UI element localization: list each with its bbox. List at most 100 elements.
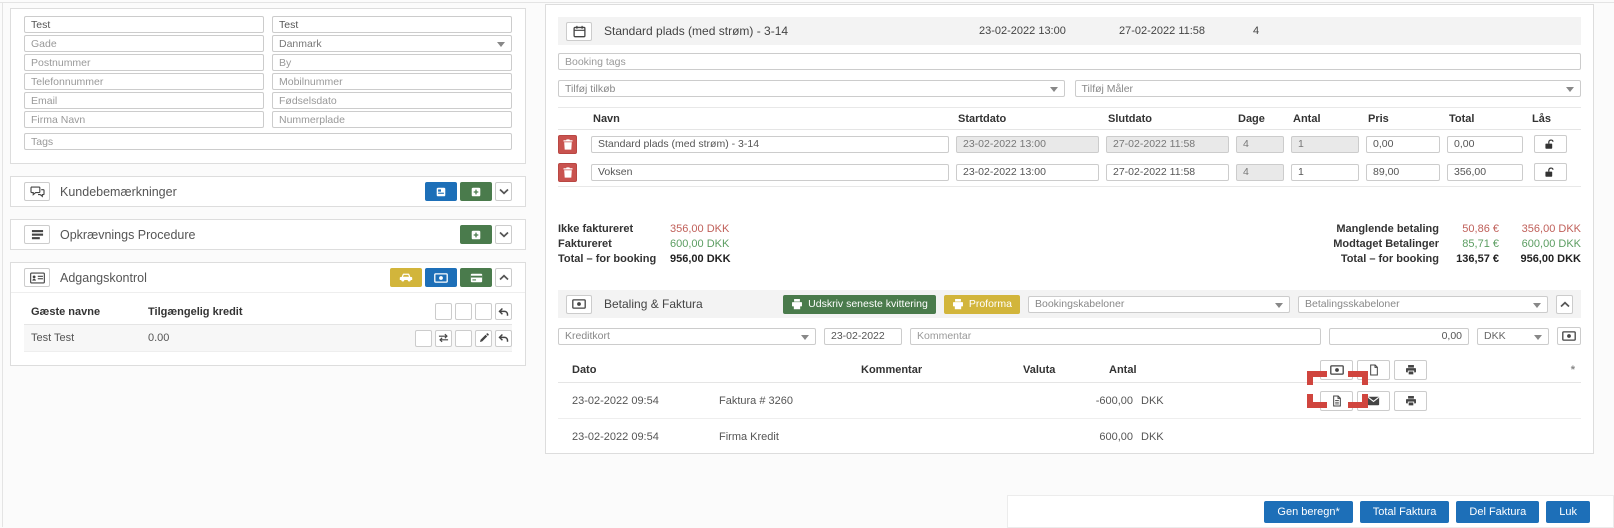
totals-label: Total – for booking [1340, 252, 1439, 265]
payment-comment-field[interactable] [910, 327, 1321, 345]
booking-tags-field[interactable] [558, 53, 1581, 70]
calendar-button[interactable] [566, 21, 592, 41]
close-button[interactable]: Luk [1546, 500, 1590, 523]
payments-money-button[interactable] [1320, 359, 1353, 380]
item-days-field[interactable] [1236, 163, 1284, 181]
guest-undo-button[interactable] [495, 329, 512, 347]
payment-date-field[interactable] [824, 327, 902, 345]
mobile-field[interactable] [272, 73, 512, 90]
trash-icon [563, 138, 573, 150]
item-qty-field[interactable] [1291, 135, 1359, 153]
register-payment-button[interactable] [1557, 327, 1581, 345]
access-collapse-button[interactable] [495, 268, 512, 287]
proforma-button[interactable]: Proforma [943, 294, 1020, 314]
footer-action-bar: Gen beregn* Total Faktura Del Faktura Lu… [1007, 495, 1614, 528]
phone-field[interactable] [24, 73, 264, 90]
money-icon [1562, 331, 1576, 341]
id-card-icon [24, 268, 50, 287]
access-undo-button[interactable] [495, 303, 512, 320]
booking-templates-select[interactable]: Bookingskabeloner [1028, 295, 1290, 313]
print-latest-receipt-button[interactable]: Udskriv seneste kvittering [783, 294, 936, 314]
invoice-pdf-button[interactable] [1320, 390, 1353, 411]
street-field[interactable] [24, 35, 264, 52]
car-icon [399, 272, 413, 283]
comments-collapse-button[interactable] [495, 182, 512, 201]
caret-down-icon [1533, 302, 1541, 308]
credit-access-button[interactable] [425, 268, 457, 287]
item-end-field[interactable] [1106, 135, 1229, 153]
item-lock-button[interactable] [1533, 163, 1567, 181]
comments-icon [24, 182, 50, 201]
plate-field[interactable] [272, 111, 512, 128]
country-select[interactable]: Danmark [272, 35, 512, 52]
delete-item-button[interactable] [558, 162, 577, 182]
item-end-field[interactable] [1106, 163, 1229, 181]
vehicle-access-button[interactable] [390, 268, 422, 287]
add-billing-procedure-button[interactable] [460, 225, 492, 244]
delete-item-button[interactable] [558, 134, 577, 154]
zip-field[interactable] [24, 54, 264, 71]
payments-print-button[interactable] [1394, 359, 1427, 380]
payment-method-select[interactable]: Kreditkort [558, 327, 816, 345]
payments-document-button[interactable] [1357, 359, 1390, 380]
totals-value: 600,00 DKK [670, 237, 730, 250]
item-total-field[interactable] [1447, 135, 1523, 153]
access-action-button-1[interactable] [435, 303, 452, 320]
item-days-field[interactable] [1236, 135, 1284, 153]
guest-exchange-button[interactable] [435, 329, 452, 347]
last-name-field[interactable] [272, 16, 512, 33]
recalculate-button[interactable]: Gen beregn* [1264, 500, 1353, 523]
billing-collapse-button[interactable] [495, 225, 512, 244]
add-addon-select[interactable]: Tilføj tilkøb [558, 80, 1065, 97]
first-name-field[interactable] [24, 16, 264, 33]
item-total-field[interactable] [1447, 163, 1523, 181]
guest-action-button[interactable] [415, 329, 432, 347]
customer-tags-field[interactable] [24, 133, 512, 150]
totals-eur: 85,71 € [1462, 237, 1499, 250]
printer-icon [791, 298, 803, 310]
payment-currency-select[interactable]: DKK [1477, 327, 1549, 345]
invoice-print-button[interactable] [1394, 390, 1427, 411]
add-comment-button[interactable] [460, 182, 492, 201]
proforma-label: Proforma [968, 298, 1012, 310]
city-field[interactable] [272, 54, 512, 71]
access-action-button-3[interactable] [475, 303, 492, 320]
item-qty-field[interactable] [1291, 163, 1359, 181]
item-start-field[interactable] [956, 135, 1099, 153]
item-start-field[interactable] [956, 163, 1099, 181]
partial-invoice-button[interactable]: Del Faktura [1456, 500, 1540, 523]
item-name-field[interactable] [591, 163, 949, 181]
col-pris: Pris [1368, 112, 1389, 125]
item-price-field[interactable] [1366, 163, 1440, 181]
chevron-up-icon [498, 274, 509, 281]
payment-amount-field[interactable] [1329, 327, 1469, 345]
totals-dkk: 956,00 DKK [1520, 252, 1581, 265]
printer-icon [952, 298, 964, 310]
payment-collapse-button[interactable] [1556, 294, 1573, 314]
company-field[interactable] [24, 111, 264, 128]
booking-templates-label: Bookingskabeloner [1035, 298, 1125, 310]
comments-window-button[interactable] [425, 182, 457, 201]
total-invoice-button[interactable]: Total Faktura [1359, 500, 1450, 523]
totals-dkk: 600,00 DKK [1521, 237, 1581, 250]
add-meter-select[interactable]: Tilføj Måler [1074, 80, 1581, 97]
totals-eur: 136,57 € [1456, 252, 1499, 265]
item-price-field[interactable] [1366, 135, 1440, 153]
caret-down-icon [801, 334, 809, 340]
plus-icon [470, 186, 482, 198]
add-addon-select-label: Tilføj tilkøb [565, 82, 616, 95]
invoice-email-button[interactable] [1357, 390, 1390, 411]
totals-eur: 50,86 € [1462, 222, 1499, 235]
item-lock-button[interactable] [1533, 135, 1567, 153]
card-access-button[interactable] [460, 268, 492, 287]
birthdate-field[interactable] [272, 92, 512, 109]
email-field[interactable] [24, 92, 264, 109]
add-meter-select-label: Tilføj Måler [1081, 82, 1134, 95]
booking-start-date: 23-02-2022 13:00 [979, 25, 1066, 37]
access-action-button-2[interactable] [455, 303, 472, 320]
item-name-field[interactable] [591, 135, 949, 153]
guest-blank-button[interactable] [455, 329, 472, 347]
guest-edit-button[interactable] [475, 329, 492, 347]
payment-templates-select[interactable]: Betalingsskabeloner [1298, 295, 1548, 313]
totals-label: Manglende betaling [1336, 222, 1439, 235]
